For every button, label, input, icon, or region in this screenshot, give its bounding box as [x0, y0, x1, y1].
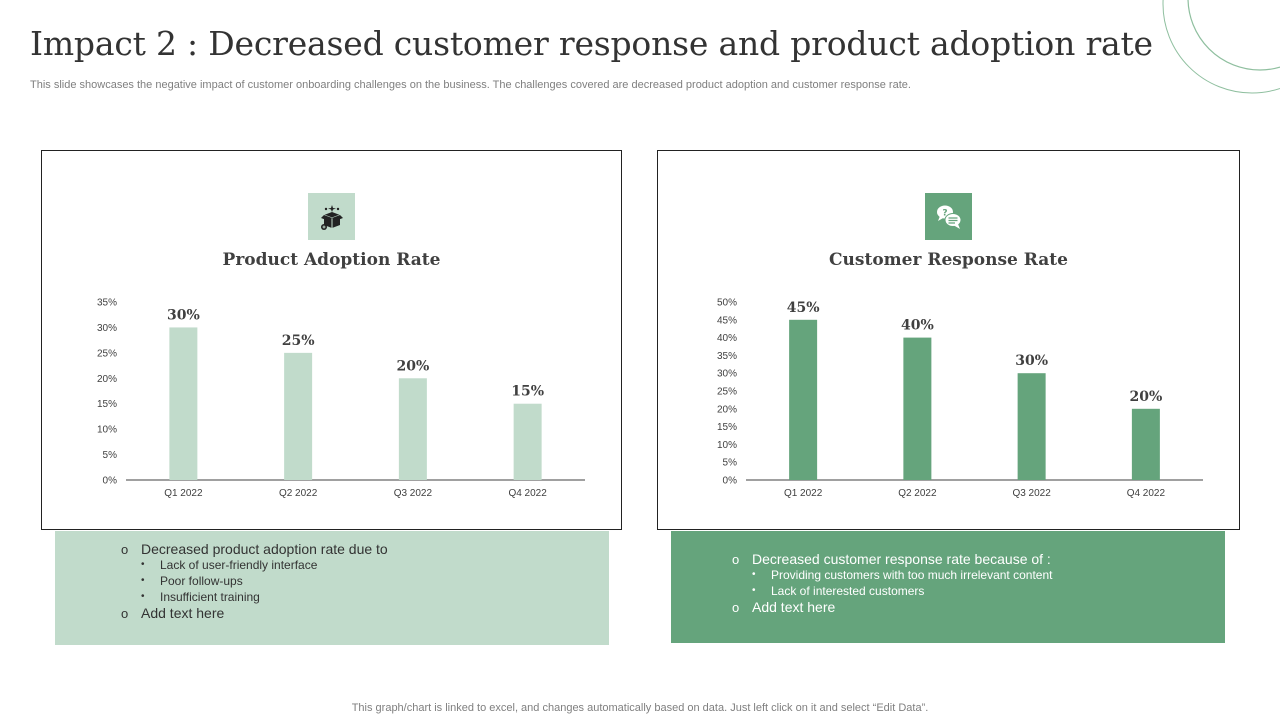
data-label: 30%: [1015, 353, 1048, 369]
bar: [284, 353, 312, 480]
y-tick-label: 15%: [97, 399, 117, 410]
bar: [399, 378, 427, 480]
x-tick-label: Q2 2022: [898, 488, 937, 499]
y-tick-label: 10%: [97, 425, 117, 436]
y-tick-label: 45%: [717, 315, 737, 326]
page-subtitle: This slide showcases the negative impact…: [30, 79, 911, 91]
y-tick-label: 20%: [97, 374, 117, 385]
page-title: Impact 2 : Decreased customer response a…: [30, 24, 1153, 63]
product-adoption-chart: 0% 5% 10% 15% 20% 25% 30% 35% 30% Q1 2022 25% Q2 20…: [42, 151, 623, 531]
y-tick-label: 20%: [717, 404, 737, 415]
left-notes-main: Decreased product adoption rate due to: [119, 541, 388, 557]
x-tick-label: Q4 2022: [508, 488, 547, 499]
bar: [1018, 373, 1046, 480]
left-notes-item: Insufficient training: [119, 589, 388, 605]
right-notes-box: Decreased customer response rate because…: [671, 531, 1225, 643]
left-notes-item: Lack of user-friendly interface: [119, 557, 388, 573]
right-notes-item: Providing customers with too much irrele…: [730, 567, 1052, 583]
data-label: 20%: [1129, 389, 1162, 405]
x-tick-label: Q3 2022: [394, 488, 433, 499]
y-tick-label: 5%: [723, 458, 738, 469]
left-notes-list: Decreased product adoption rate due to L…: [119, 541, 388, 621]
right-notes-extra: Add text here: [730, 599, 1052, 615]
right-notes-list: Decreased customer response rate because…: [730, 551, 1052, 615]
right-notes-item: Lack of interested customers: [730, 583, 1052, 599]
product-adoption-card: Product Adoption Rate 0% 5% 10% 15% 20% 25% 30…: [41, 150, 622, 530]
y-tick-label: 0%: [103, 476, 118, 487]
customer-response-chart: 0% 5% 10% 15% 20% 25% 30% 35% 40% 45% 50% 45% Q1 202…: [658, 151, 1241, 531]
y-tick-label: 15%: [717, 422, 737, 433]
x-tick-label: Q4 2022: [1127, 488, 1166, 499]
y-tick-label: 5%: [103, 450, 118, 461]
bar: [903, 338, 931, 480]
y-tick-label: 10%: [717, 440, 737, 451]
bar: [789, 320, 817, 480]
bar: [514, 404, 542, 480]
data-label: 25%: [282, 333, 315, 349]
y-tick-label: 25%: [97, 348, 117, 359]
data-label: 30%: [167, 307, 200, 323]
bar: [169, 327, 197, 480]
left-notes-item: Poor follow-ups: [119, 573, 388, 589]
y-tick-label: 25%: [717, 387, 737, 398]
y-tick-label: 35%: [717, 351, 737, 362]
bar: [1132, 409, 1160, 480]
y-tick-label: 35%: [97, 298, 117, 309]
data-label: 20%: [396, 358, 429, 374]
y-tick-label: 40%: [717, 333, 737, 344]
x-tick-label: Q1 2022: [784, 488, 823, 499]
y-tick-label: 30%: [97, 323, 117, 334]
y-tick-label: 50%: [717, 298, 737, 309]
left-notes-box: Decreased product adoption rate due to L…: [55, 531, 609, 645]
data-label: 15%: [511, 384, 544, 400]
y-tick-label: 0%: [723, 476, 738, 487]
right-notes-main: Decreased customer response rate because…: [730, 551, 1052, 567]
customer-response-card: ? Customer Response Rate 0% 5% 10% 15% 20% 25…: [657, 150, 1240, 530]
data-label: 45%: [787, 300, 820, 316]
x-tick-label: Q1 2022: [164, 488, 203, 499]
footer-note: This graph/chart is linked to excel, and…: [0, 702, 1280, 714]
y-tick-label: 30%: [717, 369, 737, 380]
x-tick-label: Q3 2022: [1012, 488, 1051, 499]
left-notes-extra: Add text here: [119, 605, 388, 621]
data-label: 40%: [901, 318, 934, 334]
x-tick-label: Q2 2022: [279, 488, 318, 499]
